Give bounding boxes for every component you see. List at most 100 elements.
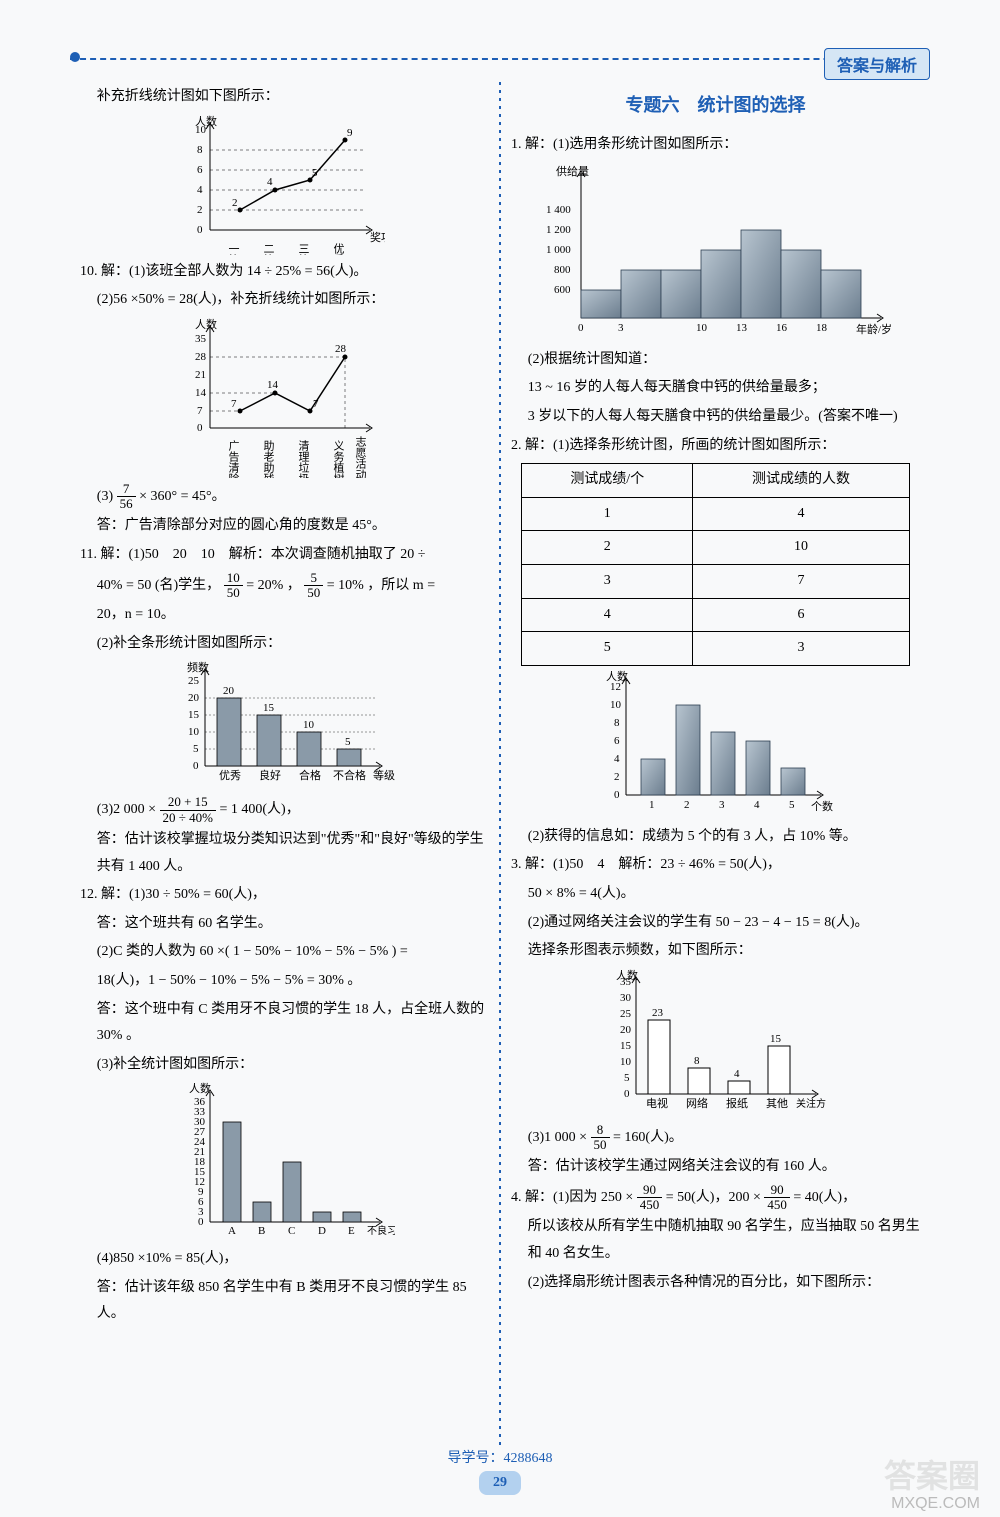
svg-text:20: 20	[620, 1024, 632, 1036]
svg-text:电视: 电视	[646, 1096, 668, 1110]
watermark-url: MXQE.COM	[891, 1495, 980, 1513]
svg-text:5: 5	[345, 736, 351, 748]
chart-bar-attention: 人数 0510 152025 3035 23 8 4 15 电视网络报纸其他 关…	[511, 969, 920, 1119]
guide-number: 导学号：4288648	[0, 1447, 1000, 1467]
svg-text:优秀: 优秀	[219, 769, 241, 782]
header-bullet	[70, 52, 80, 62]
svg-text:0: 0	[614, 789, 620, 801]
svg-text:35: 35	[620, 976, 632, 988]
text: 40% = 50 (名)学生， 1050 = 20% ， 550 = 10% ，…	[80, 571, 489, 601]
svg-text:3: 3	[719, 799, 725, 811]
svg-text:0: 0	[193, 760, 199, 772]
svg-text:报纸: 报纸	[726, 1096, 748, 1110]
svg-text:1 400: 1 400	[546, 204, 571, 216]
svg-text:7: 7	[231, 398, 237, 410]
svg-text:年龄/岁: 年龄/岁	[856, 322, 892, 336]
svg-text:三等奖: 三等奖	[297, 243, 310, 255]
text: 答：这个班中有 C 类用牙不良习惯的学生 18 人，占全班人数的 30% 。	[80, 997, 489, 1050]
svg-text:人数: 人数	[189, 1082, 211, 1095]
svg-text:网络: 网络	[686, 1096, 708, 1110]
svg-text:8: 8	[197, 144, 203, 156]
text: 1. 解：(1)选用条形统计图如图所示：	[511, 132, 920, 159]
text: (3)1 000 × 850 = 160(人)。	[511, 1123, 920, 1153]
svg-text:1: 1	[649, 799, 655, 811]
left-column: 补充折线统计图如下图所示： 人数奖项 024 6810 2459 一等奖 二等奖…	[70, 82, 499, 1447]
svg-text:10: 10	[696, 322, 708, 334]
text: 4. 解：(1)因为 250 × 90450 = 50(人)，200 × 904…	[511, 1183, 920, 1213]
svg-text:关注方式: 关注方式	[796, 1097, 826, 1110]
svg-text:0: 0	[624, 1088, 630, 1100]
svg-text:36: 36	[194, 1096, 206, 1108]
text: (2)根据统计图知道：	[511, 347, 920, 374]
svg-text:人数: 人数	[195, 318, 217, 331]
text: (2)选择扇形统计图表示各种情况的百分比，如下图所示：	[511, 1270, 920, 1297]
svg-text:清理垃圾: 清理垃圾	[297, 439, 310, 477]
svg-text:600: 600	[554, 284, 571, 296]
svg-text:13: 13	[736, 322, 748, 334]
svg-text:7: 7	[313, 398, 319, 410]
text: 答：估计该年级 850 名学生中有 B 类用牙不良习惯的学生 85 人。	[80, 1275, 489, 1328]
text: 2. 解：(1)选择条形统计图，所画的统计图如图所示：	[511, 433, 920, 460]
svg-text:奖项: 奖项	[370, 230, 385, 244]
text: 答：估计该校学生通过网络关注会议的有 160 人。	[511, 1154, 920, 1181]
svg-text:1 200: 1 200	[546, 224, 571, 236]
svg-text:25: 25	[620, 1008, 632, 1020]
svg-text:10: 10	[195, 124, 207, 136]
text: 13 ~ 16 岁的人每人每天膳食中钙的供给量最多；	[511, 375, 920, 402]
svg-text:25: 25	[188, 675, 200, 687]
text: (3)补全统计图如图所示：	[80, 1052, 489, 1079]
header-badge: 答案与解析	[824, 48, 930, 80]
svg-text:频数: 频数	[187, 661, 209, 674]
text: (3) 756 × 360° = 45°。	[80, 482, 489, 512]
svg-text:10: 10	[620, 1056, 632, 1068]
svg-text:A: A	[228, 1225, 236, 1237]
svg-text:0: 0	[197, 224, 203, 236]
svg-text:6: 6	[197, 164, 203, 176]
chart-line-volunteer: 人数 0714 212835 714728 广告清除 助老助残 清理垃圾 义务植…	[80, 318, 489, 478]
svg-text:23: 23	[652, 1007, 664, 1019]
svg-text:15: 15	[620, 1040, 632, 1052]
text: (2)56 ×50% = 28(人)，补充折线统计如图所示：	[80, 287, 489, 314]
score-table: 测试成绩/个测试成绩的人数 14 210 37 46 53	[521, 463, 910, 666]
footer: 导学号：4288648 29	[0, 1447, 1000, 1495]
svg-text:18: 18	[816, 322, 828, 334]
svg-text:28: 28	[195, 351, 207, 363]
svg-text:2: 2	[684, 799, 690, 811]
text: 3. 解：(1)50 4 解析：23 ÷ 46% = 50(人)，	[511, 852, 920, 879]
svg-text:3: 3	[618, 322, 624, 334]
text: 答：广告清除部分对应的圆心角的度数是 45°。	[80, 513, 489, 540]
svg-text:1 000: 1 000	[546, 244, 571, 256]
svg-text:5: 5	[312, 167, 318, 179]
header-line	[70, 58, 930, 60]
chart-line-awards: 人数奖项 024 6810 2459 一等奖 二等奖 三等奖 优秀奖	[80, 115, 489, 255]
svg-text:4: 4	[197, 184, 203, 196]
svg-text:义务植树: 义务植树	[332, 439, 345, 477]
svg-text:16: 16	[776, 322, 788, 334]
right-column: 专题六 统计图的选择 1. 解：(1)选用条形统计图如图所示： 供给量年龄/岁 …	[501, 82, 930, 1447]
chart-bar-age: 供给量年龄/岁 6008001 000 1 2001 400 03 1013 1…	[511, 163, 920, 343]
chart-bar-grades: 频数 0510 152025 20 15 10 5 优秀良好合格不合格 等级	[80, 661, 489, 791]
svg-text:二等奖: 二等奖	[262, 243, 275, 255]
svg-text:35: 35	[195, 333, 207, 345]
svg-text:14: 14	[195, 387, 207, 399]
chart-bar-scores: 人数个数 024 681012 123 45	[511, 670, 920, 820]
svg-text:2: 2	[197, 204, 203, 216]
svg-text:4: 4	[734, 1068, 740, 1080]
svg-text:等级: 等级	[373, 768, 395, 782]
svg-text:其他: 其他	[766, 1097, 788, 1110]
text: (2)补全条形统计图如图所示：	[80, 631, 489, 658]
svg-text:7: 7	[197, 405, 203, 417]
text: 50 × 8% = 4(人)。	[511, 881, 920, 908]
text: 12. 解：(1)30 ÷ 50% = 60(人)，	[80, 882, 489, 909]
svg-text:一等奖: 一等奖	[227, 243, 240, 255]
svg-text:优秀奖: 优秀奖	[332, 242, 345, 254]
svg-text:供给量: 供给量	[556, 164, 589, 178]
svg-text:15: 15	[263, 702, 275, 714]
text: (3)2 000 × 20 + 1520 ÷ 40% = 1 400(人)，	[80, 795, 489, 825]
text: 20，n = 10。	[80, 602, 489, 629]
svg-text:E: E	[348, 1225, 355, 1237]
text: 3 岁以下的人每人每天膳食中钙的供给量最少。(答案不唯一)	[511, 404, 920, 431]
svg-text:0: 0	[197, 422, 203, 434]
text: 所以该校从所有学生中随机抽取 90 名学生，应当抽取 50 名男生和 40 名女…	[511, 1214, 920, 1267]
svg-text:12: 12	[610, 681, 621, 693]
